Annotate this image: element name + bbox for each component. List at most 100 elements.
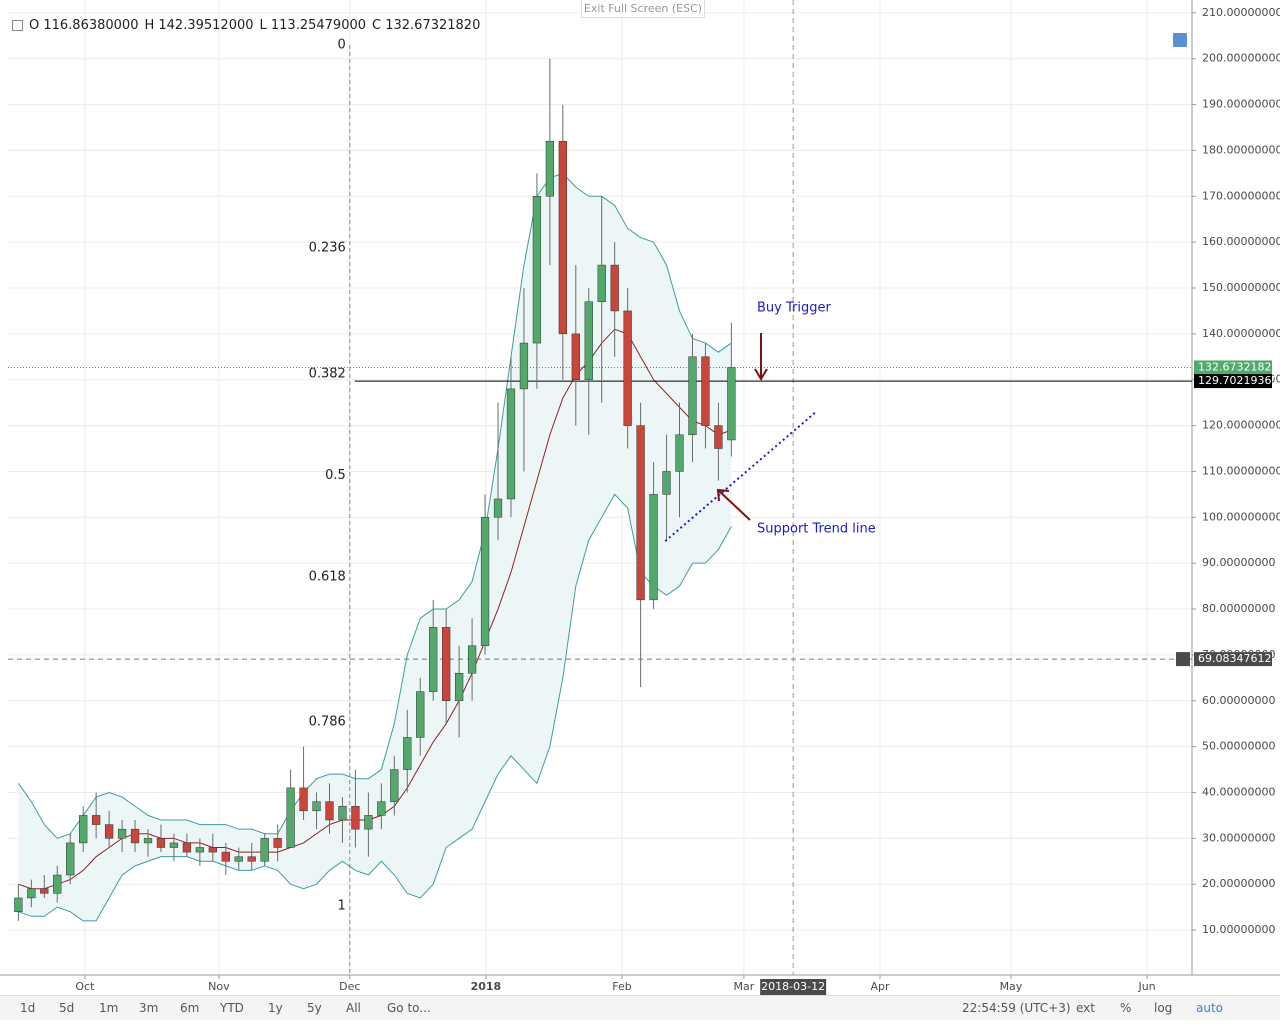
bollinger-upper [17,172,732,839]
candle-body [221,851,230,862]
candle-body [286,787,295,848]
ohlc-value: L 113.25479000 [259,18,367,33]
toolbar: 1d 5d 1m 3m 6m YTD 1y 5y All Go to... 22:54:59 (UT… [0,995,1280,1020]
candle-body [299,787,308,812]
candle-body [714,425,723,449]
candle-body [130,828,140,844]
candle-body [104,824,114,839]
candle-body [40,888,49,894]
candle-body [429,627,438,692]
fib-label: 0.382 [309,366,346,381]
candle-body [727,367,736,441]
candle-body [675,434,684,472]
range-button[interactable]: 1m [99,1001,119,1015]
settings-icon[interactable] [1173,33,1187,47]
price-label: 129.70219361 [1198,374,1278,387]
candle-body [325,801,334,821]
annotation: Support Trend line [757,522,876,537]
chart: 10.00000000 20.00000000 30.00000000 40.0000… [0,0,1280,995]
candle-body [312,801,321,812]
y-tick-label: 50.00000000 [1202,740,1275,753]
x-tick-label: Jun [1137,980,1155,993]
price-label: 132.67321820 [1198,360,1278,373]
option-button[interactable]: % [1120,1001,1132,1015]
candle-body [234,856,243,862]
x-tick-label: May [1000,980,1023,993]
option-button[interactable]: auto [1196,1001,1224,1015]
candle-body [247,856,256,862]
price-badge [1194,652,1272,667]
ohlc-value: O 116.86380000 [29,18,139,33]
candle-body [467,645,477,674]
candle-body [623,310,632,426]
candle-body [92,815,101,825]
candle-body [338,805,347,821]
y-tick-label: 170.00000000 [1202,189,1280,202]
collapse-box[interactable] [12,20,23,31]
x-tick-label: 2018 [471,980,502,993]
candle-body [53,874,62,894]
fib-label: 0.786 [309,714,346,729]
range-button[interactable]: All [346,1001,361,1015]
candle-body [584,301,593,380]
candle-body [416,691,425,738]
y-tick-label: 190.00000000 [1202,98,1280,111]
range-button[interactable]: 6m [180,1001,200,1015]
candle-body [66,842,75,876]
exit-fullscreen[interactable]: Exit Full Screen (ESC) [581,0,705,18]
candle-body [701,356,710,426]
candle-body [390,769,399,802]
fib-label: 0.5 [325,468,346,483]
candle-body [208,847,217,853]
range-button[interactable]: 1d [20,1001,36,1015]
range-button[interactable]: YTD [220,1001,244,1015]
range-button[interactable]: 5d [59,1001,75,1015]
goto-button[interactable]: Go to... [387,1001,431,1015]
y-tick-label: 160.00000000 [1202,235,1280,248]
candle-body [545,141,555,197]
candle-body [571,333,580,380]
candle-body [442,627,451,702]
range-button[interactable]: 1y [268,1001,283,1015]
y-tick-label: 40.00000000 [1202,785,1275,798]
price-label: 69.08347612 [1198,652,1271,665]
candle-body [273,838,282,848]
y-tick-label: 30.00000000 [1202,831,1275,844]
option-button[interactable]: ext [1076,1001,1095,1015]
candle-body [182,842,192,853]
candle-body [519,342,529,390]
range-button[interactable]: 3m [139,1001,159,1015]
ohlc-value: H 142.39512000 [144,18,254,33]
candle-body [195,847,204,853]
y-tick-label: 80.00000000 [1202,602,1275,615]
annotation: Buy Trigger [757,301,831,316]
y-tick-label: 150.00000000 [1202,281,1280,294]
y-tick-label: 110.00000000 [1202,464,1280,477]
fib-label: 0 [338,37,346,52]
crosshair-badge [760,979,827,995]
bollinger-lower [18,493,732,922]
candle-body [156,838,166,848]
y-tick-label: 100.00000000 [1202,510,1280,523]
candle-body [351,805,360,830]
fib-label: 0.236 [309,241,346,256]
band-fill [18,173,732,921]
option-button[interactable]: log [1154,1001,1173,1015]
y-tick-label: 180.00000000 [1202,143,1280,156]
price-badge [1194,374,1272,389]
candle-body [169,842,179,848]
trend-line [664,411,817,542]
candle-body [532,196,542,344]
candle-body [403,737,412,770]
y-tick-label: 120.00000000 [1202,419,1280,432]
candle-body [558,141,567,335]
y-tick-label: 200.00000000 [1202,52,1280,65]
arrow [716,488,751,521]
y-tick-label: 140.00000000 [1202,327,1280,340]
arrow [754,333,768,381]
y-tick-label: 90.00000000 [1202,556,1275,569]
candle-body [480,517,490,646]
range-button[interactable]: 5y [307,1001,322,1015]
crosshair-plus[interactable] [1176,652,1190,667]
candle-body [493,498,503,518]
